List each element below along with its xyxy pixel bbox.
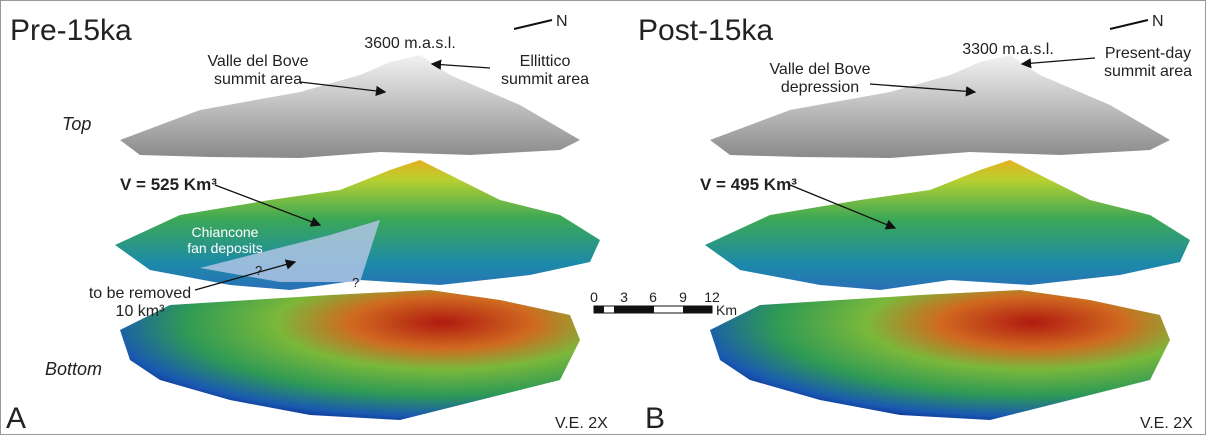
label: summit area [501, 71, 589, 88]
ve: V.E. 2X [555, 415, 608, 432]
label: summit area [1104, 63, 1192, 80]
fan-label: Chiancone [192, 224, 259, 240]
elevation: 3600 m.a.s.l. [364, 35, 456, 52]
panel-letter: A [6, 402, 26, 435]
label: Valle del Bove [769, 61, 870, 78]
label: Present-day [1105, 45, 1191, 62]
north-arrow [514, 20, 552, 29]
scale-bar [594, 306, 712, 313]
scale-tick: 3 [620, 289, 628, 305]
scale-tick: 0 [590, 289, 598, 305]
bottom-label: Bottom [45, 359, 102, 379]
scale-tick: 9 [679, 289, 687, 305]
scale-unit: Km [716, 302, 737, 318]
scale-tick: 6 [649, 289, 657, 305]
arrow [1022, 58, 1095, 64]
label: Valle del Bove [207, 53, 308, 70]
panel-title: Pre-15ka [10, 14, 132, 47]
arrow [432, 64, 490, 68]
label: summit area [214, 71, 302, 88]
panel-title: Post-15ka [638, 14, 773, 47]
label: depression [781, 79, 859, 96]
removed-label: 10 km³ [116, 303, 166, 320]
question: ? [352, 275, 359, 290]
fan-label: fan deposits [187, 240, 263, 256]
model-b [705, 55, 1190, 420]
label: Ellittico [520, 53, 571, 70]
removed-label: to be removed [89, 285, 191, 302]
elevation: 3300 m.a.s.l. [962, 41, 1054, 58]
north: N [556, 13, 568, 30]
volume: V = 525 Km³ [120, 175, 217, 194]
north: N [1152, 13, 1164, 30]
figure: Pre-15ka N 3600 m.a.s.l. Valle del Bove … [0, 0, 1206, 435]
top-label: Top [62, 114, 91, 134]
question: ? [255, 263, 262, 278]
volume: V = 495 Km³ [700, 175, 797, 194]
ve: V.E. 2X [1140, 415, 1193, 432]
north-arrow [1110, 20, 1148, 29]
panel-letter: B [645, 402, 665, 435]
